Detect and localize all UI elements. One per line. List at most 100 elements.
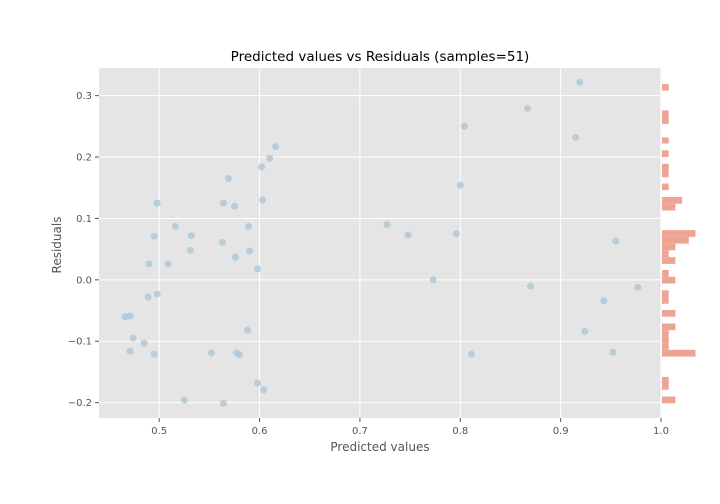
data-point <box>527 282 535 290</box>
histogram-bar <box>662 297 669 304</box>
data-point <box>153 290 161 298</box>
histogram-bar <box>662 376 669 383</box>
data-point <box>572 133 580 141</box>
data-point <box>153 199 161 207</box>
data-point <box>145 260 153 268</box>
data-point <box>171 222 179 230</box>
histogram-bar <box>662 196 683 204</box>
data-point <box>219 399 227 407</box>
data-point <box>230 202 238 210</box>
data-point <box>612 237 620 245</box>
data-point <box>467 350 475 358</box>
y-tick-label: 0.2 <box>76 153 92 164</box>
data-point <box>600 297 608 305</box>
data-point <box>609 348 617 356</box>
histogram-bar <box>662 243 676 251</box>
histogram-bar <box>662 170 669 178</box>
x-tick-label: 0.8 <box>452 426 468 437</box>
data-point <box>236 351 243 359</box>
histogram-bar <box>662 323 676 331</box>
histogram-bar <box>662 349 696 357</box>
histogram-bar <box>662 250 669 258</box>
histogram-bar <box>662 230 696 237</box>
data-point <box>245 222 253 230</box>
histogram-bar <box>662 163 669 171</box>
data-point <box>180 396 188 404</box>
data-point <box>260 386 268 394</box>
data-point <box>126 312 134 320</box>
data-point <box>266 154 274 162</box>
data-point <box>231 253 239 261</box>
y-axis-label: Residuals <box>50 217 64 274</box>
data-point <box>581 327 589 335</box>
histogram-bar <box>662 383 669 390</box>
data-point <box>429 276 437 284</box>
x-tick-label: 0.5 <box>151 426 167 437</box>
data-point <box>246 247 254 255</box>
gridlines <box>99 68 662 418</box>
data-point <box>164 260 172 268</box>
histogram-bar <box>662 309 676 317</box>
histogram-bar <box>662 343 669 350</box>
plot-background <box>99 68 661 418</box>
histogram-bar <box>662 290 669 298</box>
y-tick-label: 0.1 <box>76 214 92 225</box>
data-point <box>224 175 232 183</box>
histogram-bar <box>662 396 676 404</box>
data-point <box>126 347 134 355</box>
data-points <box>121 78 642 407</box>
histogram-bar <box>662 236 689 244</box>
histogram-bar <box>662 203 676 211</box>
histogram-bar <box>662 110 669 118</box>
data-point <box>460 122 468 130</box>
data-point <box>524 105 532 113</box>
data-point <box>576 78 584 86</box>
x-tick-label: 0.6 <box>252 426 268 437</box>
histogram-bar <box>662 336 669 344</box>
histogram-bar <box>662 270 669 277</box>
data-point <box>150 232 158 240</box>
data-point <box>259 196 267 204</box>
data-point <box>140 339 148 347</box>
histogram-bar <box>662 276 676 284</box>
histogram-bar <box>662 183 669 191</box>
data-point <box>404 231 412 239</box>
y-tick-label: 0.3 <box>76 91 92 102</box>
data-point <box>186 246 194 254</box>
histogram-bar <box>662 117 669 124</box>
data-point <box>272 143 280 151</box>
histogram-bar <box>662 330 669 337</box>
data-point <box>258 163 266 171</box>
x-axis: 0.5 0.6 0.7 0.8 0.9 1.0 <box>151 418 669 437</box>
scatter-plot-area <box>99 68 662 418</box>
histogram-bar <box>662 257 676 264</box>
histogram-bar <box>662 150 669 158</box>
x-tick-label: 0.7 <box>352 426 368 437</box>
histogram-bar <box>662 137 669 144</box>
data-point <box>207 349 215 357</box>
data-point <box>187 232 195 240</box>
x-axis-label: Predicted values <box>330 440 429 454</box>
data-point <box>129 334 137 342</box>
chart-title: Predicted values vs Residuals (samples=5… <box>231 49 530 65</box>
data-point <box>254 379 262 387</box>
histogram-bar <box>662 83 669 91</box>
y-axis: −0.2 −0.1 0.0 0.1 0.2 0.3 <box>68 91 99 409</box>
data-point <box>452 230 460 238</box>
data-point <box>634 283 642 291</box>
data-point <box>218 238 226 246</box>
x-tick-label: 1.0 <box>653 426 669 437</box>
y-tick-label: 0.0 <box>76 275 92 286</box>
y-tick-label: −0.2 <box>68 398 92 409</box>
data-point <box>244 326 252 334</box>
data-point <box>219 199 227 207</box>
x-tick-label: 0.9 <box>553 426 569 437</box>
residual-histogram <box>662 83 696 404</box>
data-point <box>150 350 158 358</box>
data-point <box>456 181 464 189</box>
data-point <box>383 221 391 229</box>
data-point <box>254 265 262 273</box>
data-point <box>144 293 152 301</box>
y-tick-label: −0.1 <box>68 337 92 348</box>
